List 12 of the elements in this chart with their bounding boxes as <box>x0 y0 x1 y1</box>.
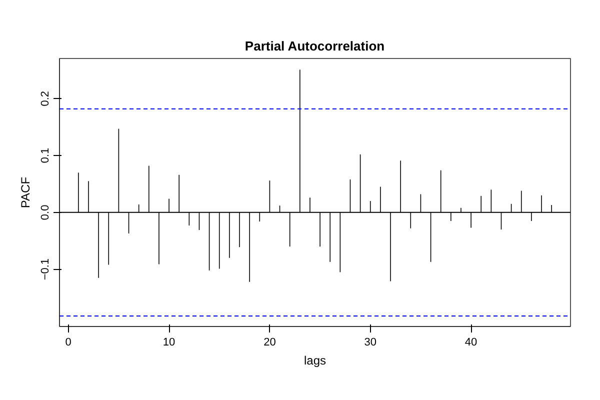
x-axis-title: lags <box>304 354 326 368</box>
x-tick-label: 30 <box>364 336 376 348</box>
x-tick-label: 40 <box>464 336 478 348</box>
y-tick-label: 0.1 <box>40 148 52 164</box>
x-tick-label: 0 <box>65 336 72 348</box>
x-tick-label: 20 <box>264 336 276 348</box>
x-tick-label: 10 <box>162 336 176 348</box>
y-axis-title: PACF <box>18 176 32 208</box>
y-tick-label: 0.0 <box>40 204 52 220</box>
y-tick-label: −0.1 <box>40 258 52 280</box>
y-tick-label: 0.2 <box>40 90 52 106</box>
chart-title: Partial Autocorrelation <box>244 38 385 54</box>
